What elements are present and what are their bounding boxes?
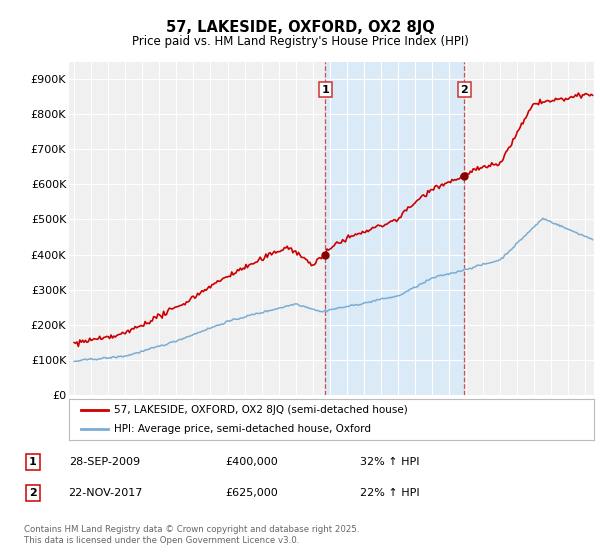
Bar xyxy=(325,62,464,395)
Text: £625,000: £625,000 xyxy=(226,488,278,498)
Text: 28-SEP-2009: 28-SEP-2009 xyxy=(70,457,140,467)
Text: 1: 1 xyxy=(29,457,37,467)
Text: 2: 2 xyxy=(29,488,37,498)
Text: 57, LAKESIDE, OXFORD, OX2 8JQ: 57, LAKESIDE, OXFORD, OX2 8JQ xyxy=(166,20,434,35)
Text: Price paid vs. HM Land Registry's House Price Index (HPI): Price paid vs. HM Land Registry's House … xyxy=(131,35,469,48)
Text: HPI: Average price, semi-detached house, Oxford: HPI: Average price, semi-detached house,… xyxy=(113,424,371,433)
Text: 32% ↑ HPI: 32% ↑ HPI xyxy=(360,457,420,467)
Text: 1: 1 xyxy=(322,85,329,95)
Text: 2: 2 xyxy=(461,85,469,95)
Text: £400,000: £400,000 xyxy=(226,457,278,467)
Text: 22-NOV-2017: 22-NOV-2017 xyxy=(68,488,142,498)
Text: 22% ↑ HPI: 22% ↑ HPI xyxy=(360,488,420,498)
Text: Contains HM Land Registry data © Crown copyright and database right 2025.
This d: Contains HM Land Registry data © Crown c… xyxy=(24,525,359,545)
Text: 57, LAKESIDE, OXFORD, OX2 8JQ (semi-detached house): 57, LAKESIDE, OXFORD, OX2 8JQ (semi-deta… xyxy=(113,405,407,415)
